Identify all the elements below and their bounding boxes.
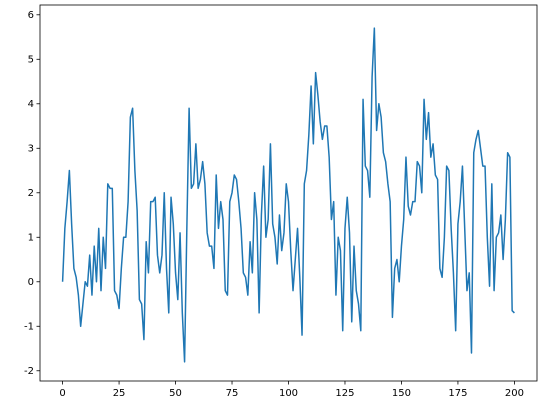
y-tick-label: 2: [28, 188, 34, 199]
x-tick-label: 100: [279, 388, 298, 399]
y-tick-label: 0: [28, 277, 34, 288]
x-tick-label: 25: [113, 388, 126, 399]
x-tick-label: 200: [505, 388, 524, 399]
y-tick-label: 3: [28, 143, 34, 154]
y-tick-label: 6: [28, 10, 34, 21]
x-tick-label: 125: [335, 388, 354, 399]
x-tick-label: 150: [392, 388, 411, 399]
axes-frame: [39, 4, 538, 382]
x-tick-label: 175: [448, 388, 467, 399]
line: [61, 27, 515, 363]
y-tick-label: 1: [28, 232, 34, 243]
x-tick-label: 50: [169, 388, 182, 399]
y-tick-label: -2: [24, 366, 34, 377]
y-tick-label: 5: [28, 54, 34, 65]
x-tick-label: 75: [226, 388, 239, 399]
x-tick-label: 0: [59, 388, 65, 399]
y-tick-label: 4: [28, 99, 34, 110]
y-tick-label: -1: [24, 321, 34, 332]
